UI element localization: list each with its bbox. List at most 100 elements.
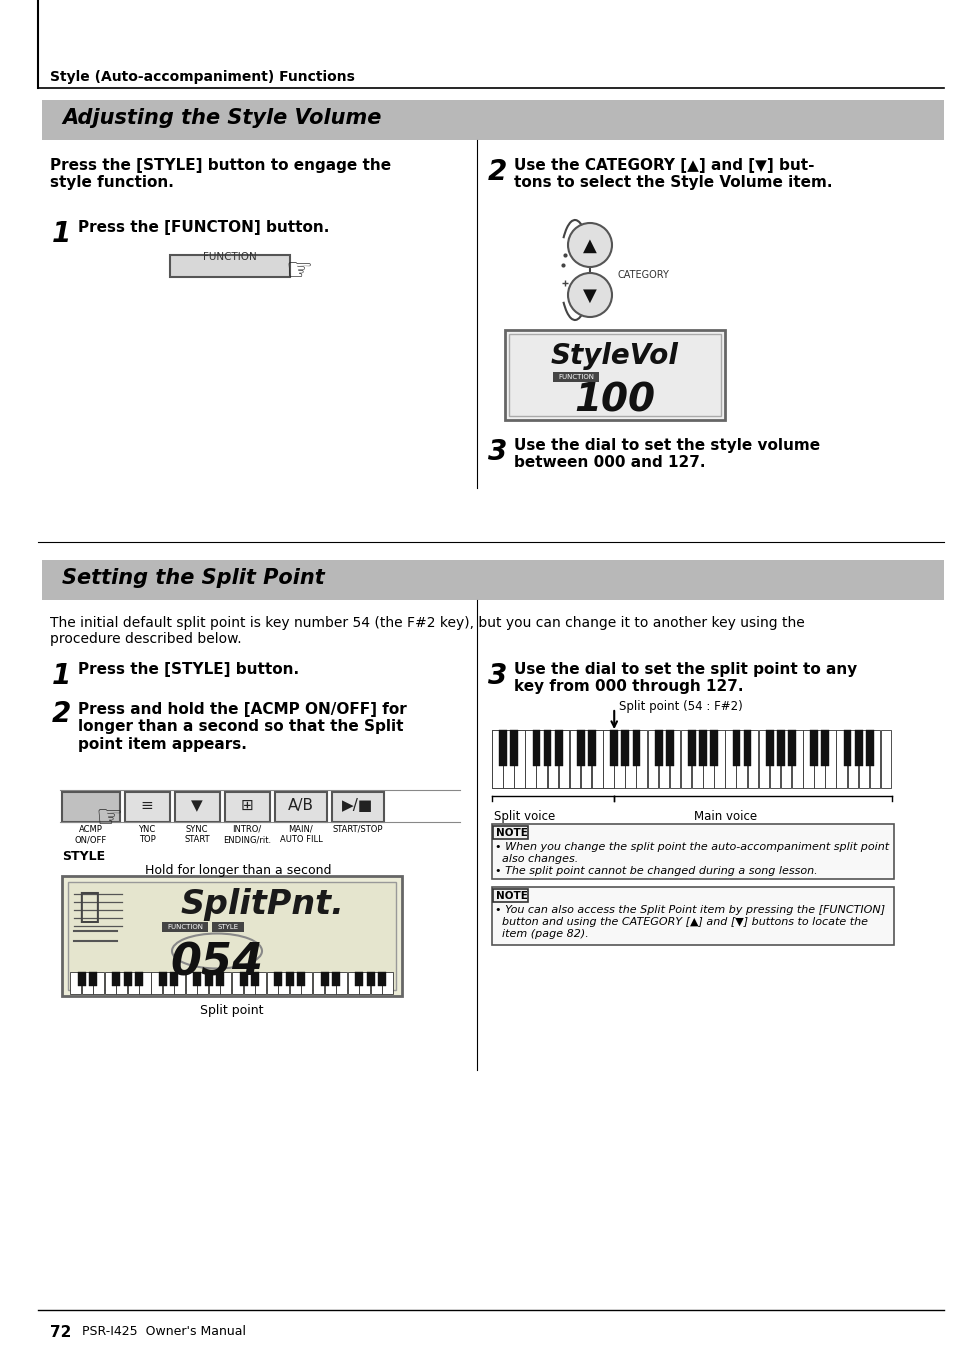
Bar [514, 730, 524, 788]
Bar [232, 971, 243, 994]
Bar [93, 971, 104, 994]
Bar [658, 730, 669, 788]
Bar [842, 730, 850, 766]
Bar [320, 971, 328, 986]
Bar [324, 971, 335, 994]
Text: • You can also access the Split Point item by pressing the [FUNCTION]: • You can also access the Split Point it… [495, 905, 884, 915]
Text: 3: 3 [488, 662, 507, 690]
Bar [714, 730, 724, 788]
Bar [205, 971, 213, 986]
Bar [278, 971, 289, 994]
Text: ▼: ▼ [191, 798, 203, 813]
Bar [112, 971, 120, 986]
Bar [216, 971, 224, 986]
Bar [82, 971, 92, 994]
Text: STYLE: STYLE [217, 924, 238, 929]
Text: Press and hold the [ACMP ON/OFF] for
longer than a second so that the Split
poin: Press and hold the [ACMP ON/OFF] for lon… [78, 703, 406, 751]
Bar [170, 971, 178, 986]
Bar [209, 971, 220, 994]
Text: ▶/■: ▶/■ [342, 798, 374, 813]
Bar [355, 971, 363, 986]
Circle shape [567, 223, 612, 267]
Bar [702, 730, 713, 788]
Bar [699, 730, 706, 766]
Text: 3: 3 [488, 438, 507, 466]
Bar [239, 971, 248, 986]
Bar [62, 792, 120, 821]
Text: FUNCTION: FUNCTION [203, 253, 256, 262]
Bar [297, 971, 305, 986]
Bar [669, 730, 679, 788]
Bar [836, 730, 846, 788]
Text: CATEGORY: CATEGORY [618, 270, 669, 280]
Bar [555, 730, 562, 766]
Bar [359, 971, 370, 994]
Text: Split voice: Split voice [494, 811, 555, 823]
Bar [781, 730, 791, 788]
Bar [498, 730, 506, 766]
Bar [525, 730, 536, 788]
Bar [492, 824, 893, 880]
Text: • When you change the split point the auto-accompaniment split point: • When you change the split point the au… [495, 842, 888, 852]
Bar [492, 730, 614, 788]
Bar [162, 971, 173, 994]
Bar [821, 730, 828, 766]
Bar [105, 971, 115, 994]
Bar [77, 971, 86, 986]
Bar [116, 971, 127, 994]
Text: Split point: Split point [200, 1004, 263, 1017]
Bar [371, 971, 381, 994]
Bar [504, 330, 724, 420]
Bar [824, 730, 835, 788]
Text: SYNC
START: SYNC START [184, 825, 210, 844]
Bar [124, 971, 132, 986]
Bar [547, 730, 558, 788]
Text: 1: 1 [52, 220, 71, 249]
Bar [680, 730, 691, 788]
Text: PSR-I425  Owner's Manual: PSR-I425 Owner's Manual [82, 1325, 246, 1337]
Bar [186, 971, 196, 994]
Bar [536, 730, 546, 788]
Circle shape [567, 273, 612, 317]
Text: START/STOP: START/STOP [333, 825, 383, 834]
Bar [158, 971, 167, 986]
Bar [62, 875, 401, 996]
Bar [587, 730, 596, 766]
Bar [846, 730, 858, 788]
Text: 1: 1 [52, 662, 71, 690]
Bar [624, 730, 636, 788]
Bar [347, 971, 358, 994]
Bar [493, 889, 527, 902]
Bar [510, 730, 517, 766]
Text: ▲: ▲ [582, 236, 597, 255]
Bar [492, 730, 502, 788]
Text: ☞: ☞ [95, 804, 122, 834]
Text: 𝄞: 𝄞 [78, 890, 99, 924]
Bar [636, 730, 646, 788]
Text: NOTE: NOTE [496, 892, 527, 901]
Text: ≡: ≡ [140, 798, 153, 813]
Text: INTRO/
ENDING/rit.: INTRO/ ENDING/rit. [223, 825, 271, 844]
Text: Use the dial to set the style volume
between 000 and 127.: Use the dial to set the style volume bet… [514, 438, 820, 470]
Text: button and using the CATEGORY [▲] and [▼] buttons to locate the: button and using the CATEGORY [▲] and [▼… [495, 917, 867, 927]
Bar [243, 971, 254, 994]
Bar [687, 730, 695, 766]
Bar [691, 730, 701, 788]
Bar [135, 971, 143, 986]
Text: FUNCTION: FUNCTION [167, 924, 203, 929]
Bar [139, 971, 151, 994]
Bar [654, 730, 662, 766]
Bar [382, 971, 393, 994]
Text: ACMP
ON/OFF: ACMP ON/OFF [74, 825, 107, 844]
Text: MAIN/
AUTO FILL: MAIN/ AUTO FILL [279, 825, 322, 844]
Bar [632, 730, 639, 766]
Bar [602, 730, 613, 788]
Text: Main voice: Main voice [694, 811, 757, 823]
Bar [732, 730, 740, 766]
Bar [174, 971, 185, 994]
Bar [543, 730, 551, 766]
Bar [313, 971, 324, 994]
Bar [791, 730, 801, 788]
Bar [769, 730, 780, 788]
Bar [162, 921, 208, 932]
